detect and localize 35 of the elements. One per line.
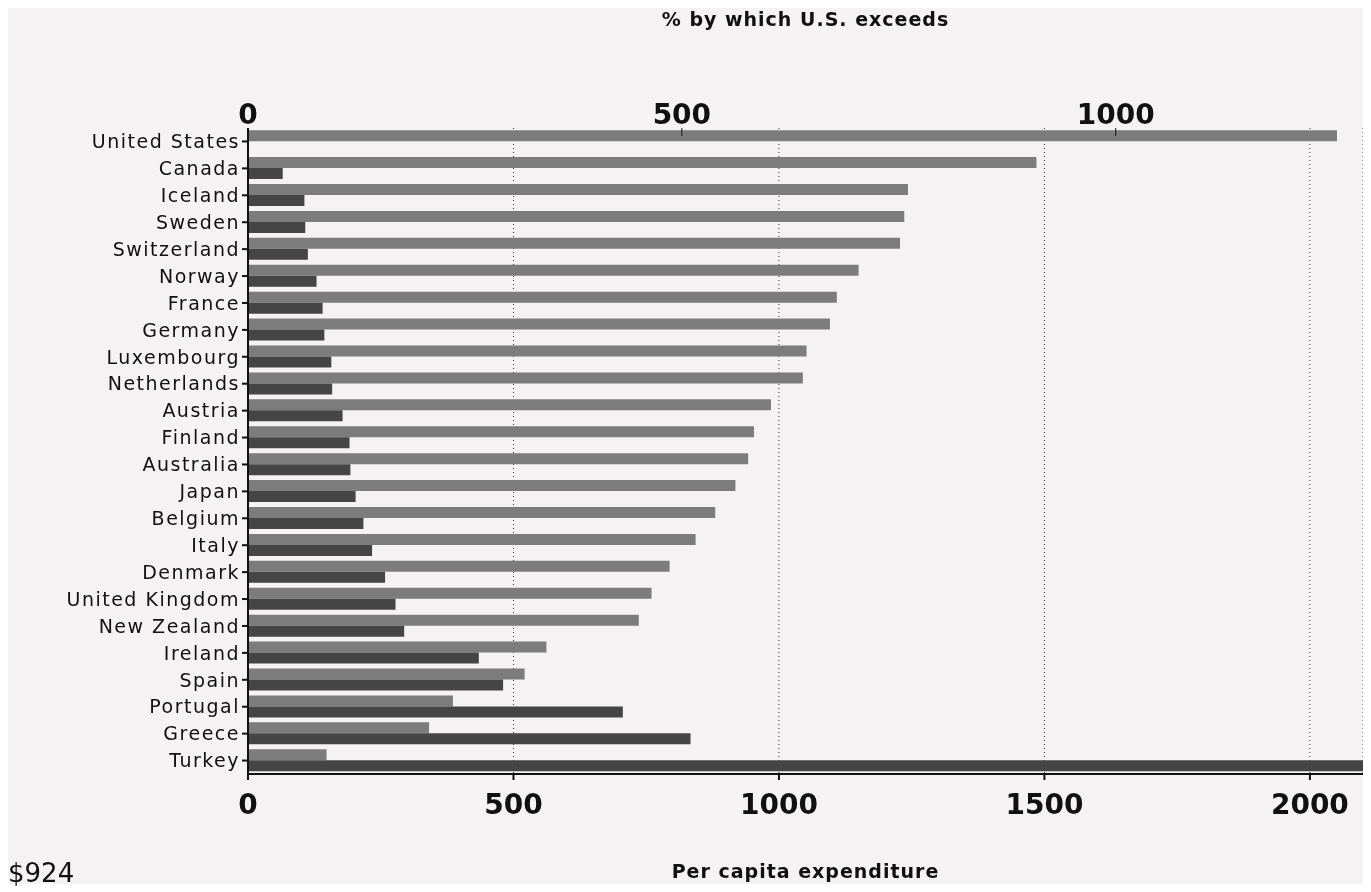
x-tick-label: 1500 xyxy=(1005,787,1084,821)
y-tick-label: Netherlands xyxy=(107,372,240,395)
x-tick-label: 2000 xyxy=(1270,787,1349,821)
y-tick-label: Belgium xyxy=(151,507,240,530)
y-tick-label: Turkey xyxy=(168,749,240,772)
text: $924 xyxy=(8,858,75,888)
y-tick-label: Portugal xyxy=(149,695,240,718)
y-tick-label: Germany xyxy=(142,318,240,341)
y-tick-label: France xyxy=(167,291,240,314)
x2-tick-label: 1000 xyxy=(1076,98,1155,131)
x2-tick-label: 500 xyxy=(652,98,712,131)
y-tick-label: Austria xyxy=(162,399,240,422)
y-tick-label: New Zealand xyxy=(98,614,240,637)
x-tick-label: 1000 xyxy=(739,787,818,821)
y-tick-label: Switzerland xyxy=(112,237,240,260)
y-tick-label: Iceland xyxy=(160,184,240,207)
y-tick-label: Spain xyxy=(179,668,240,691)
y-tick-label: Denmark xyxy=(142,560,240,583)
y-tick-label: United Kingdom xyxy=(66,587,240,610)
x2-axis-title: % by which U.S. exceeds xyxy=(661,7,950,30)
x2-tick-label: 0 xyxy=(238,98,258,131)
y-tick-label: Canada xyxy=(158,157,240,180)
y-tick-label: Ireland xyxy=(163,641,240,664)
y-tick-label: Italy xyxy=(191,533,240,556)
y-tick-label: Japan xyxy=(178,480,240,503)
x-tick-label: 500 xyxy=(484,787,543,821)
y-tick-label: Greece xyxy=(163,722,240,745)
x-axis-title: Per capita expenditure xyxy=(671,860,940,882)
y-tick-label: United States xyxy=(91,130,240,153)
y-tick-label: Luxembourg xyxy=(106,345,240,368)
y-tick-label: Norway xyxy=(158,264,240,287)
y-tick-label: Finland xyxy=(161,426,240,449)
y-tick-label: Australia xyxy=(142,453,240,476)
y-tick-label: Sweden xyxy=(155,210,240,233)
x-tick-label: 0 xyxy=(238,787,258,821)
